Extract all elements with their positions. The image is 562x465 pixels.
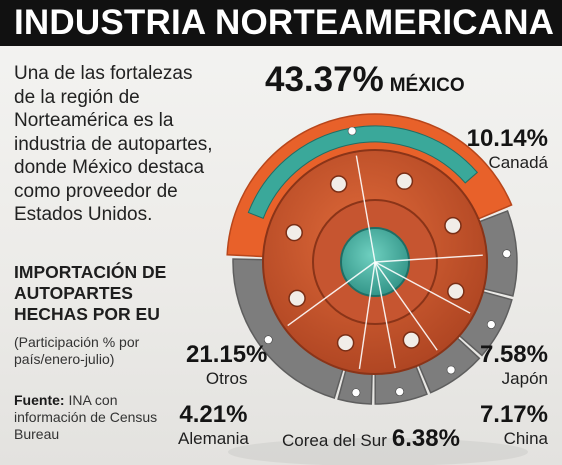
value-label-otros: 21.15% [186, 341, 268, 368]
marker-japon [486, 320, 496, 329]
category-label-canada: Canadá [488, 153, 548, 172]
source-label: Fuente: [14, 392, 65, 408]
ray-japon [374, 261, 471, 314]
hub-bolt-hole [329, 175, 348, 193]
category-label-china: China [503, 429, 548, 448]
highlight-slice-vent [247, 125, 479, 219]
marker-otros [264, 335, 273, 345]
label-otros: 21.15% Otros [186, 342, 267, 389]
disc-shadow [228, 438, 528, 465]
segment-rays [287, 155, 483, 369]
label-alemania: 4.21% Alemania [178, 402, 249, 449]
label-japon: 7.58% Japón [480, 342, 548, 389]
hub-bolts [285, 172, 465, 352]
chart-section-title: IMPORTACIÓN DE AUTOPARTES HECHAS POR EU [14, 262, 167, 324]
ray-alemania [358, 261, 376, 369]
value-label-china: 7.17% [479, 401, 548, 428]
category-label-japon: Japón [501, 369, 548, 388]
ray-mexico [355, 155, 376, 263]
hub-bolt-hole [444, 216, 462, 235]
source-text: INA con información de Census Bureau [14, 392, 158, 442]
pie-segments [226, 113, 518, 405]
marker-alemania [351, 388, 361, 397]
value-label-mexico: 43.37% [265, 60, 384, 99]
chart-section-note: (Participación % por país/enero-julio) [14, 334, 140, 367]
hub-bolt-hole [447, 282, 465, 301]
source-note: Fuente: INA con información de Census Bu… [14, 392, 184, 443]
ray-otros [287, 261, 376, 327]
value-label-corea: 6.38% [391, 425, 460, 452]
page-title: INDUSTRIA NORTEAMERICANA [0, 0, 562, 46]
ray-canada [374, 254, 483, 263]
category-label-otros: Otros [205, 369, 248, 388]
ray-corea [374, 261, 396, 369]
hub-bolt-hole [288, 289, 306, 308]
hub-bolt-hole [336, 334, 355, 352]
hub-bolt-hole [285, 223, 303, 242]
category-label-corea: Corea del Sur [282, 431, 387, 450]
category-label-mexico: MÉXICO [389, 75, 465, 96]
value-label-japon: 7.58% [479, 341, 548, 368]
marker-canada [502, 249, 512, 258]
label-markers [264, 126, 512, 397]
value-label-alemania: 4.21% [179, 401, 248, 428]
value-label-canada: 10.14% [466, 125, 548, 152]
label-china: 7.17% China [480, 402, 548, 449]
hub-bolt-hole [395, 172, 414, 190]
marker-mexico [347, 126, 357, 136]
label-corea: Corea del Sur 6.38% [282, 426, 460, 452]
marker-corea [395, 387, 404, 396]
intro-text: Una de las fortalezas de la región de No… [14, 63, 213, 225]
label-mexico: 43.37% MÉXICO [265, 60, 465, 100]
hub-bolt-hole [402, 331, 421, 349]
label-canada: 10.14% Canadá [467, 126, 548, 173]
ray-china [374, 261, 438, 351]
marker-china [446, 365, 456, 375]
category-label-alemania: Alemania [178, 429, 249, 448]
